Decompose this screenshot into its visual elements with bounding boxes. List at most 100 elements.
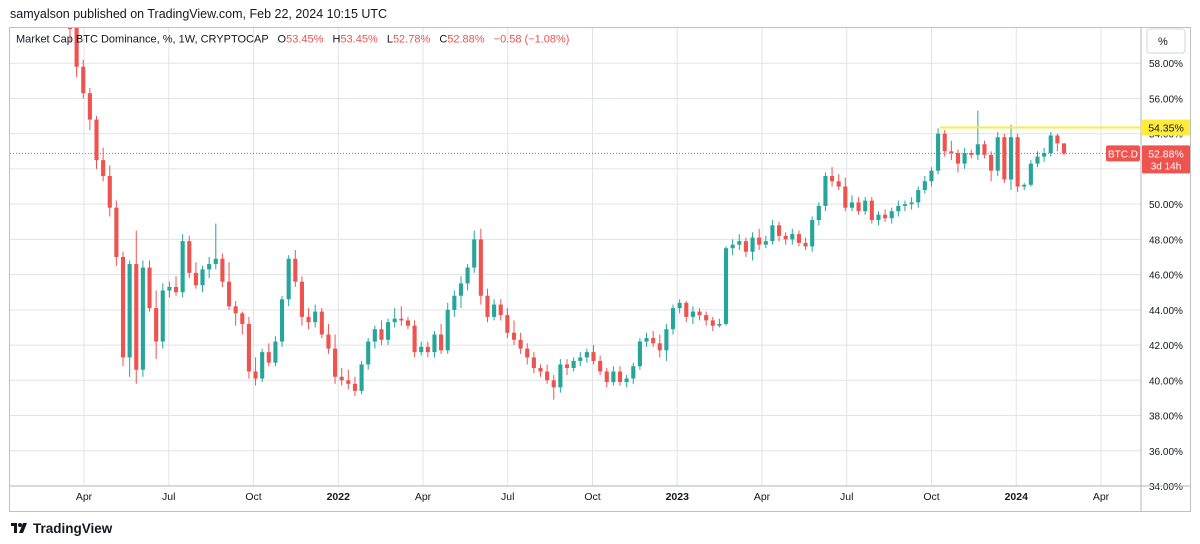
candle bbox=[313, 304, 318, 328]
candle-body bbox=[452, 295, 457, 310]
x-tick-label: 2023 bbox=[666, 491, 690, 503]
candle-body bbox=[869, 200, 874, 221]
candle-body bbox=[936, 133, 941, 171]
candle-body bbox=[326, 334, 331, 349]
candle-body bbox=[372, 329, 377, 342]
candle bbox=[140, 260, 145, 377]
legend-change: −0.58 (−1.08%) bbox=[494, 34, 570, 46]
candle bbox=[783, 232, 788, 245]
candle bbox=[134, 230, 139, 384]
legend-low-label: L bbox=[387, 34, 393, 46]
candle bbox=[757, 228, 762, 250]
candle bbox=[816, 202, 821, 226]
candle bbox=[485, 288, 490, 323]
candle-body bbox=[810, 220, 815, 247]
candle bbox=[823, 172, 828, 212]
legend-high-label: H bbox=[332, 34, 340, 46]
x-tick-label: 2024 bbox=[1005, 491, 1029, 503]
x-tick-label: Jul bbox=[501, 491, 514, 503]
level-price-tag bbox=[1142, 119, 1190, 136]
candle bbox=[246, 316, 251, 379]
candle bbox=[790, 228, 795, 245]
candle-body bbox=[670, 308, 676, 330]
y-tick-label: 50.00% bbox=[1149, 200, 1183, 211]
candle-body bbox=[578, 357, 583, 361]
candle-body bbox=[147, 267, 152, 309]
x-tick-label: Oct bbox=[923, 491, 939, 503]
x-tick-label: Jul bbox=[840, 491, 853, 503]
candle-body bbox=[657, 343, 662, 351]
candle-body bbox=[790, 234, 795, 240]
candle bbox=[810, 216, 815, 252]
x-tick-label: Apr bbox=[754, 491, 771, 503]
candle-body bbox=[863, 200, 868, 212]
candle-body bbox=[1008, 137, 1014, 180]
candle-body bbox=[399, 318, 404, 321]
candle bbox=[969, 149, 974, 159]
candle-body bbox=[240, 313, 245, 324]
candle bbox=[531, 352, 536, 374]
candle-body bbox=[989, 154, 994, 171]
candle bbox=[405, 316, 411, 330]
candle bbox=[101, 147, 106, 182]
candle bbox=[399, 306, 404, 326]
candle bbox=[584, 348, 589, 363]
candle bbox=[452, 290, 457, 317]
candle bbox=[279, 295, 285, 347]
candle bbox=[233, 301, 238, 326]
candle-body bbox=[704, 315, 709, 321]
candle bbox=[942, 130, 947, 157]
candle bbox=[87, 87, 92, 131]
candle-body bbox=[386, 322, 391, 340]
candle-body bbox=[545, 371, 550, 381]
candle-body bbox=[1035, 156, 1040, 164]
candle-body bbox=[1042, 153, 1047, 157]
candle bbox=[1015, 133, 1020, 192]
legend-open-value: 53.45% bbox=[286, 34, 324, 46]
bar-countdown-label: 3d 14h bbox=[1151, 161, 1182, 172]
candle-body bbox=[220, 258, 225, 282]
candle-body bbox=[830, 175, 835, 182]
candle bbox=[167, 281, 172, 298]
candle-body bbox=[193, 272, 198, 286]
candle bbox=[419, 341, 424, 356]
legend-close-value: 52.88% bbox=[447, 34, 485, 46]
candle bbox=[644, 332, 649, 347]
candle-body bbox=[776, 225, 782, 236]
candle-body bbox=[743, 241, 748, 252]
candle-body bbox=[359, 364, 364, 391]
x-tick-label: Apr bbox=[76, 491, 93, 503]
candle-body bbox=[200, 269, 205, 286]
candle-body bbox=[293, 258, 298, 282]
candle bbox=[684, 301, 689, 323]
candle bbox=[286, 255, 291, 307]
candle bbox=[193, 262, 198, 289]
candle bbox=[863, 197, 868, 215]
candle bbox=[598, 355, 603, 376]
candle bbox=[465, 264, 470, 291]
candle bbox=[425, 341, 430, 358]
candle bbox=[889, 207, 894, 224]
candle bbox=[723, 246, 729, 326]
candle bbox=[1035, 151, 1040, 168]
candle-body bbox=[425, 346, 430, 353]
candle-body bbox=[604, 371, 609, 383]
candle-body bbox=[883, 214, 888, 219]
percent-scale-button[interactable]: % bbox=[1146, 28, 1186, 54]
candle bbox=[803, 237, 808, 250]
candle-body bbox=[1028, 163, 1033, 185]
candle-body bbox=[266, 352, 271, 363]
candle-body bbox=[134, 264, 139, 370]
y-tick-label: 40.00% bbox=[1149, 376, 1183, 387]
candle bbox=[339, 367, 344, 386]
candle-body bbox=[564, 364, 570, 368]
symbol-tag-label: BTC.D bbox=[1108, 149, 1138, 160]
candle-body bbox=[737, 241, 742, 245]
candle-body bbox=[472, 239, 477, 268]
candle bbox=[127, 260, 132, 377]
candle-body bbox=[213, 258, 218, 265]
candle bbox=[876, 211, 881, 226]
candle bbox=[883, 209, 888, 222]
candle bbox=[564, 359, 570, 376]
